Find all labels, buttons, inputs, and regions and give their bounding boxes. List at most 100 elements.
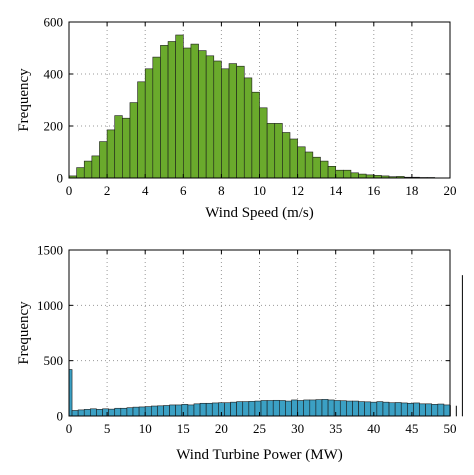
histogram-bar xyxy=(364,401,372,417)
histogram-bar xyxy=(352,400,359,417)
x-tick-label: 30 xyxy=(291,421,304,436)
histogram-bar xyxy=(144,406,152,417)
histogram-bar xyxy=(266,400,274,417)
histogram-bar xyxy=(163,405,170,417)
histogram-bar xyxy=(76,167,85,179)
x-tick-label: 25 xyxy=(253,421,266,436)
histogram-bar xyxy=(132,406,140,417)
histogram-bar xyxy=(251,91,260,179)
histogram-bar xyxy=(213,60,222,179)
histogram-bar xyxy=(282,132,291,179)
histogram-bar xyxy=(243,77,253,179)
x-tick-label: 50 xyxy=(444,421,457,436)
y-tick-label: 500 xyxy=(44,353,64,368)
histogram-bar xyxy=(260,400,268,417)
histogram-bar xyxy=(106,129,116,179)
x-tick-label: 45 xyxy=(405,421,418,436)
wind-power-bars xyxy=(68,275,463,417)
histogram-bar xyxy=(175,34,184,179)
histogram-bar xyxy=(297,146,306,179)
histogram-bar xyxy=(289,138,298,179)
histogram-bar xyxy=(254,400,262,417)
histogram-bar xyxy=(205,55,215,179)
histogram-bar xyxy=(358,401,365,417)
histogram-bar xyxy=(274,123,283,179)
histogram-bar xyxy=(96,409,103,417)
histogram-bar xyxy=(388,402,396,417)
histogram-bar xyxy=(114,407,122,417)
histogram-bar xyxy=(198,50,207,179)
histogram-bar xyxy=(236,65,245,179)
x-tick-label: 8 xyxy=(218,183,225,198)
histogram-bar xyxy=(248,401,256,417)
histogram-bar xyxy=(144,68,154,179)
histogram-bar xyxy=(157,405,164,417)
histogram-bar xyxy=(205,402,213,417)
histogram-bar xyxy=(419,403,426,417)
x-tick-label: 20 xyxy=(444,183,457,198)
histogram-bar xyxy=(120,407,128,417)
y-tick-label: 1000 xyxy=(37,298,63,313)
histogram-bar xyxy=(266,123,276,179)
histogram-bar xyxy=(242,401,250,417)
wind-speed-x-axis-label: Wind Speed (m/s) xyxy=(205,205,314,221)
y-tick-label: 600 xyxy=(44,15,64,30)
x-tick-label: 5 xyxy=(104,421,111,436)
x-tick-label: 0 xyxy=(66,421,73,436)
histogram-bar xyxy=(221,68,230,179)
histogram-bar xyxy=(91,155,100,179)
histogram-bar xyxy=(102,408,109,417)
histogram-bar xyxy=(327,399,335,417)
x-tick-label: 18 xyxy=(405,183,418,198)
histogram-bar xyxy=(413,402,420,417)
x-tick-label: 16 xyxy=(367,183,381,198)
histogram-bar xyxy=(343,169,352,179)
histogram-bar xyxy=(190,43,199,179)
histogram-bar xyxy=(236,401,244,417)
histogram-bar xyxy=(129,102,138,179)
histogram-bar xyxy=(339,400,347,417)
histogram-bar xyxy=(382,401,390,417)
y-tick-label: 0 xyxy=(57,409,64,424)
histogram-bar xyxy=(407,402,414,417)
y-tick-label: 200 xyxy=(44,119,64,134)
histogram-bar xyxy=(228,63,237,179)
histogram-bar xyxy=(90,408,97,417)
histogram-bar xyxy=(303,399,311,417)
histogram-bar xyxy=(259,107,268,179)
wind-power-gridlines xyxy=(69,250,450,416)
histogram-bar xyxy=(320,160,329,179)
histogram-bar xyxy=(437,403,445,417)
x-tick-label: 4 xyxy=(142,183,149,198)
histogram-bar xyxy=(443,404,451,417)
histogram-bar xyxy=(150,405,158,417)
x-tick-label: 35 xyxy=(329,421,342,436)
x-tick-label: 0 xyxy=(66,183,73,198)
histogram-bar xyxy=(431,404,439,417)
histogram-bar xyxy=(83,160,93,179)
histogram-bar xyxy=(199,402,207,417)
wind-power-y-axis-label: Frequency xyxy=(16,301,32,365)
histogram-bar xyxy=(394,402,402,417)
histogram-bar xyxy=(312,156,321,179)
histogram-bar xyxy=(114,115,123,179)
histogram-bar xyxy=(297,400,304,417)
histogram-bar xyxy=(187,404,195,417)
histogram-bar xyxy=(400,402,408,417)
x-tick-label: 14 xyxy=(329,183,343,198)
histogram-bar xyxy=(285,400,292,417)
histogram-bar xyxy=(304,151,314,179)
y-tick-label: 400 xyxy=(44,67,64,82)
histogram-bar xyxy=(137,81,146,179)
histogram-bar xyxy=(71,410,79,417)
wind-power-x-axis-label: Wind Turbine Power (MW) xyxy=(176,447,342,463)
histogram-bar xyxy=(193,403,201,417)
x-tick-label: 2 xyxy=(104,183,111,198)
x-tick-label: 40 xyxy=(367,421,380,436)
histogram-bar xyxy=(315,399,323,417)
histogram-bar xyxy=(169,404,176,417)
